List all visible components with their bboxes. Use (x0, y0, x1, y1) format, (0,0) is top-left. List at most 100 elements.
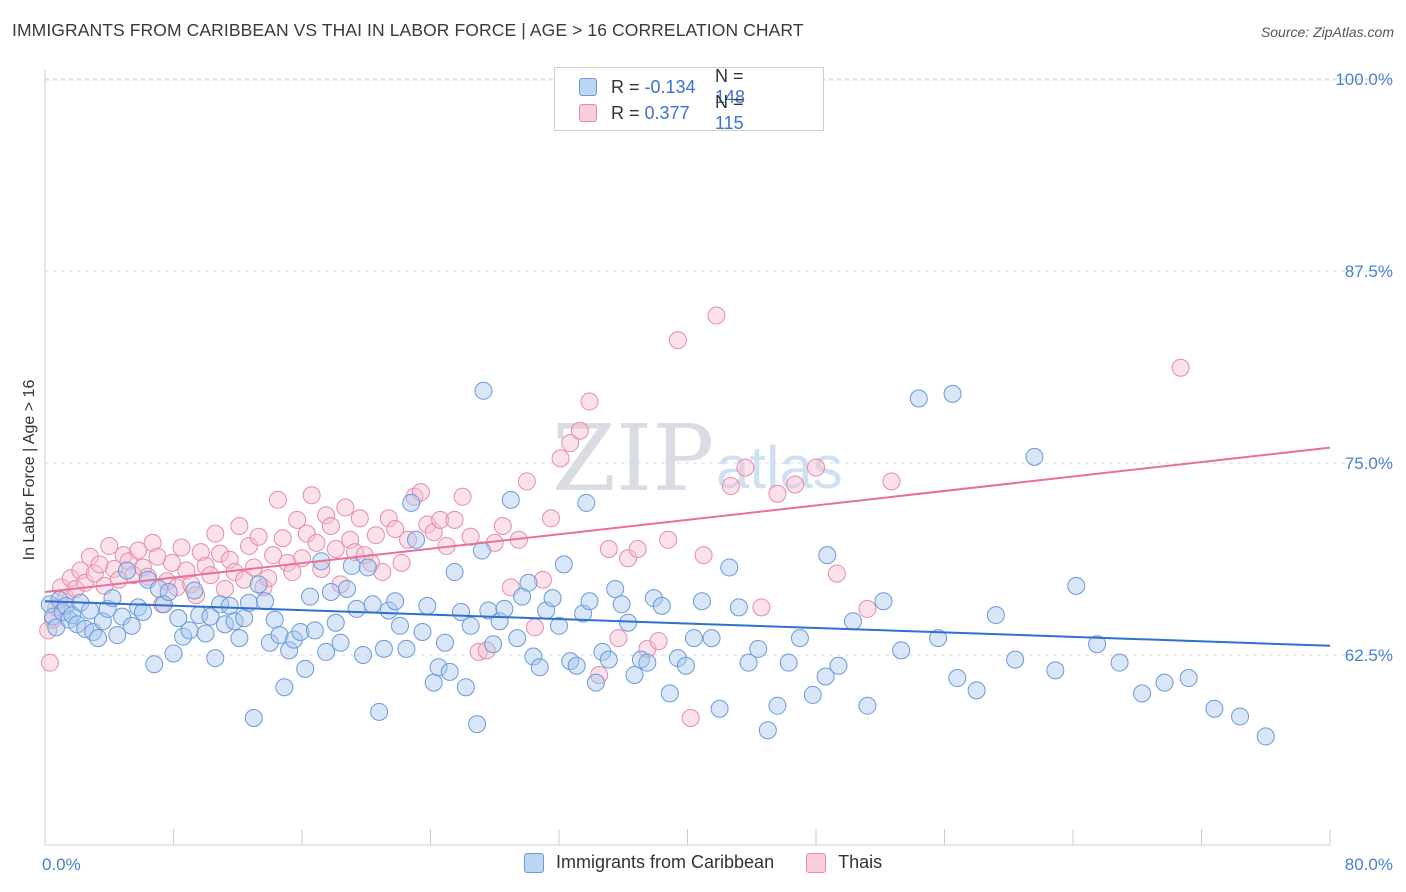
caribbean-point (1025, 447, 1044, 466)
trend-lines (44, 446, 1331, 647)
caribbean-point (113, 607, 132, 626)
caribbean-point (331, 633, 350, 652)
thais-point (525, 618, 544, 637)
thais-point (100, 536, 119, 555)
caribbean-point (508, 629, 527, 648)
caribbean-point (284, 630, 303, 649)
caribbean-point (145, 655, 164, 674)
thais-point (211, 544, 230, 563)
thais-point (264, 546, 283, 565)
caribbean-point (729, 598, 748, 617)
caribbean-point (495, 599, 514, 618)
thais-point (326, 540, 345, 559)
thais-point (431, 510, 450, 529)
thais-point (551, 449, 570, 468)
caribbean-point (692, 592, 711, 611)
thais-point (124, 566, 143, 585)
caribbean-point (305, 621, 324, 640)
caribbean-point (929, 629, 948, 648)
caribbean-point (1256, 727, 1275, 746)
thais-point (373, 563, 392, 582)
caribbean-point (1110, 653, 1129, 672)
caribbean-point (386, 592, 405, 611)
caribbean-point (337, 579, 356, 598)
thais-point (721, 477, 740, 496)
caribbean-points (40, 381, 1275, 746)
caribbean-point (98, 599, 117, 618)
caribbean-point (390, 616, 409, 635)
thais-point (105, 559, 124, 578)
thais-point (392, 553, 411, 572)
thais-point (570, 421, 589, 440)
thais-point (172, 538, 191, 557)
thais-point (40, 653, 59, 672)
caribbean-point (342, 556, 361, 575)
thais-point (882, 472, 901, 491)
thais-point (707, 306, 726, 325)
x-tick-label-min: 0.0% (42, 855, 81, 874)
caribbean-point (818, 546, 837, 565)
caribbean-point (230, 629, 249, 648)
caribbean-point (159, 583, 178, 602)
thais-point (259, 569, 278, 588)
thais-point (858, 599, 877, 618)
caribbean-point (577, 493, 596, 512)
thais-point (307, 533, 326, 552)
caribbean-point (720, 558, 739, 577)
tick-labels: 62.5% 75.0% 87.5% 100.0% 0.0% 80.0% (42, 70, 1393, 874)
thais-point (1171, 358, 1190, 377)
caribbean-point (550, 616, 568, 635)
y-tick-label: 62.5% (1345, 646, 1393, 665)
thais-point (162, 553, 181, 572)
caribbean-point (474, 381, 493, 400)
caribbean-point (625, 665, 644, 684)
thais-point (215, 579, 234, 598)
caribbean-point (739, 653, 758, 672)
caribbean-point (580, 592, 599, 611)
series-legend: Immigrants from Caribbean Thais (524, 852, 914, 873)
legend-row-caribbean: R = -0.134 N = 148 (579, 66, 765, 107)
caribbean-point (418, 596, 437, 615)
caribbean-point (768, 696, 787, 715)
caribbean-point (201, 607, 220, 626)
thais-point (386, 520, 405, 539)
caribbean-point (684, 629, 703, 648)
caribbean-point (1006, 650, 1025, 669)
caribbean-point (211, 595, 230, 614)
thais-point (668, 331, 687, 350)
caribbean-point (484, 635, 503, 654)
caribbean-point (275, 678, 294, 697)
correlation-legend: R = -0.134 N = 148 R = 0.377 N = 115 (554, 66, 824, 133)
caribbean-point (265, 610, 284, 629)
thais-point (297, 524, 316, 543)
caribbean-point (816, 667, 835, 686)
caribbean-point (354, 646, 373, 664)
thais-point (786, 475, 805, 494)
axis-layer (44, 70, 1331, 846)
thais-point (321, 516, 340, 535)
thais-point (493, 516, 512, 535)
thais-point (273, 529, 292, 548)
thais-point (580, 392, 599, 411)
thais-point (609, 629, 628, 648)
caribbean-point (1067, 576, 1086, 595)
series-legend-thais[interactable]: Thais (806, 852, 882, 873)
caribbean-point (593, 642, 612, 661)
caribbean-point (317, 642, 336, 661)
thais-point (288, 510, 307, 529)
caribbean-point (652, 596, 671, 615)
watermark: ZIP atlas (552, 405, 843, 512)
thais-point (752, 598, 771, 617)
thais-point (268, 490, 287, 509)
caribbean-point (440, 662, 459, 681)
caribbean-point (424, 673, 443, 692)
series-swatch-pink (806, 852, 827, 873)
caribbean-point (196, 624, 215, 643)
caribbean-point (185, 581, 204, 600)
caribbean-point (561, 652, 580, 671)
thais-point (254, 578, 273, 597)
series-legend-caribbean[interactable]: Immigrants from Caribbean (524, 852, 774, 873)
caribbean-point (301, 587, 320, 606)
caribbean-point (374, 639, 393, 658)
caribbean-point (445, 563, 464, 582)
